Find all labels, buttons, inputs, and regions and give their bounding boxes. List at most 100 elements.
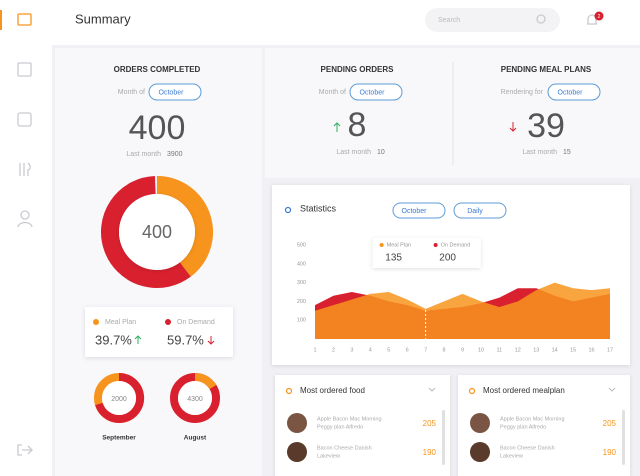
dropdown-value: October — [159, 89, 185, 96]
item-text: Peggy plan Alfredo — [317, 424, 363, 430]
filter-label: Month of — [319, 89, 346, 96]
nav-reports[interactable] — [17, 112, 32, 127]
down-arrow — [509, 122, 517, 132]
big-number: 8 — [348, 106, 367, 144]
nav-logout[interactable] — [17, 444, 33, 456]
x-tick-label: 2 — [332, 347, 335, 353]
card-title: PENDING MEAL PLANS — [501, 65, 592, 74]
legend-label: Meal Plan — [105, 319, 136, 326]
y-tick-label: 200 — [297, 299, 306, 305]
item-text: Lakeview — [317, 453, 340, 459]
item-text: Apple Bacon Mac Morning — [317, 416, 382, 422]
dropdown[interactable] — [148, 83, 202, 101]
up-arrow — [333, 122, 341, 132]
search-icon[interactable] — [536, 14, 546, 24]
card-title: ORDERS COMPLETED — [114, 65, 201, 74]
item-text: Apple Bacon Mac Morning — [500, 416, 565, 422]
nav-calendar[interactable] — [17, 62, 32, 77]
scrollbar — [622, 410, 625, 465]
x-tick-label: 16 — [589, 347, 595, 353]
item-value: 205 — [603, 419, 617, 428]
month-label: August — [184, 435, 207, 442]
x-tick-label: 11 — [497, 347, 503, 353]
x-tick-label: 15 — [570, 347, 576, 353]
dropdown[interactable] — [453, 202, 507, 219]
nav-profile[interactable] — [20, 210, 30, 220]
legend-dot — [93, 319, 99, 325]
avatar — [287, 413, 307, 433]
down-arrow — [207, 336, 215, 345]
last-month-value: 15 — [563, 149, 571, 156]
donut-segment — [101, 176, 191, 288]
chevron[interactable] — [428, 387, 436, 392]
x-tick-label: 3 — [350, 347, 353, 353]
title-dot — [284, 206, 292, 214]
filter-label: Rendering for — [501, 89, 544, 96]
x-tick-label: 6 — [406, 347, 409, 353]
tooltip-dot — [379, 243, 384, 247]
month-ring-part — [194, 372, 217, 390]
month-center — [178, 381, 212, 415]
legend-dot — [165, 319, 171, 325]
chevron[interactable] — [608, 387, 616, 392]
legend-value: 39.7% — [95, 332, 132, 347]
title-dot — [285, 387, 293, 395]
chart-title: Statistics — [300, 203, 337, 213]
big-number: 39 — [527, 107, 565, 145]
donut-label: 400 — [142, 222, 172, 242]
item-text: Lakeview — [500, 453, 523, 459]
badge — [594, 11, 604, 21]
tooltip-value: 200 — [439, 253, 456, 264]
x-tick-label: 13 — [533, 347, 539, 353]
month-label: September — [102, 435, 136, 442]
x-tick-label: 10 — [478, 347, 484, 353]
up-arrow — [134, 335, 142, 344]
card-title: Most ordered mealplan — [483, 386, 565, 395]
sidebar — [0, 0, 52, 476]
nav-profile-body — [17, 221, 33, 228]
tooltip-label: On Demand — [441, 242, 471, 248]
x-tick-label: 8 — [443, 347, 446, 353]
y-tick-label: 300 — [297, 280, 306, 286]
tooltip-value: 135 — [385, 253, 402, 264]
legend-value: 59.7% — [167, 332, 204, 347]
filter-label: Month of — [118, 89, 145, 96]
dropdown[interactable] — [349, 83, 403, 101]
last-month-label: Last month — [336, 149, 371, 156]
avatar — [287, 442, 307, 462]
x-tick-label: 1 — [313, 347, 316, 353]
y-tick-label: 500 — [297, 242, 306, 248]
dropdown[interactable] — [392, 202, 446, 219]
scrollbar — [442, 410, 445, 465]
search-box[interactable] — [425, 8, 560, 32]
x-tick-label: 5 — [387, 347, 390, 353]
x-tick-label: 4 — [369, 347, 372, 353]
avatar — [470, 413, 490, 433]
title-dot — [468, 387, 476, 395]
x-tick-label: 7 — [424, 347, 427, 353]
search-placeholder: Search — [438, 17, 460, 24]
donut-segment — [156, 176, 213, 277]
badge-count: 2 — [598, 14, 601, 20]
nav-menu[interactable] — [19, 162, 31, 176]
last-month-label: Last month — [522, 149, 557, 156]
dropdown[interactable] — [547, 83, 601, 101]
dropdown-value: Daily — [467, 208, 483, 215]
x-tick-label: 9 — [461, 347, 464, 353]
donut-center — [119, 194, 195, 270]
legend-label: On Demand — [177, 319, 215, 326]
item-value: 190 — [603, 448, 617, 457]
dropdown-value: October — [402, 208, 428, 215]
tooltip-dot — [433, 243, 438, 247]
month-ring-part — [95, 372, 145, 423]
last-month-value: 3900 — [167, 151, 183, 158]
y-tick-label: 100 — [297, 318, 306, 324]
tooltip-label: Meal Plan — [387, 242, 411, 248]
nav-summary[interactable] — [17, 13, 32, 26]
month-value: 2000 — [111, 396, 127, 403]
item-value: 205 — [423, 419, 437, 428]
item-text: Peggy plan Alfredo — [500, 424, 546, 430]
x-tick-label: 17 — [607, 347, 613, 353]
